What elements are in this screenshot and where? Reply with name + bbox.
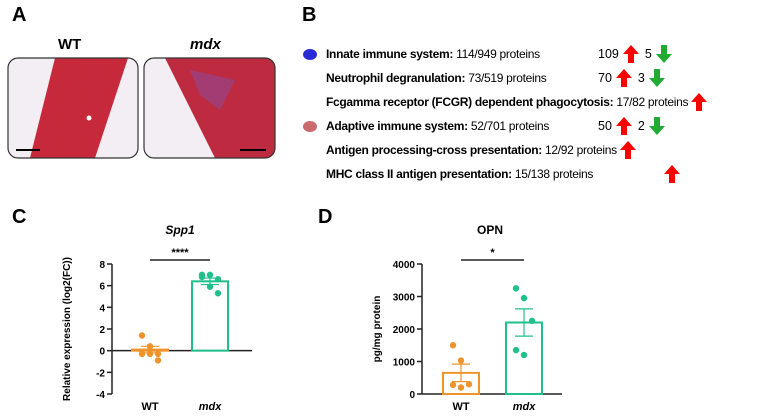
down-count: 3 (637, 71, 645, 85)
data-point (449, 381, 457, 389)
y-tick-label: 0 (99, 347, 105, 358)
pathway-name: Neutrophil degranulation: (326, 71, 466, 85)
data-point (520, 351, 528, 359)
significance-label: **** (171, 247, 189, 259)
data-point (206, 271, 214, 279)
pathway-row: Innate immune system: 114/949 proteins 10… (326, 44, 672, 64)
mdx-histology-image (144, 58, 275, 158)
data-point (214, 275, 222, 283)
pathway-name: Fcgamma receptor (FCGR) dependent phagoc… (326, 95, 614, 109)
pathway-row: Fcgamma receptor (FCGR) dependent phagoc… (326, 92, 708, 112)
up-arrow-icon (691, 93, 708, 111)
category-marker (303, 121, 317, 132)
down-count: 5 (644, 47, 652, 61)
pathway-name: MHC class II antigen presentation: (326, 167, 512, 181)
data-point (512, 346, 520, 354)
y-tick-label: 4000 (393, 260, 416, 271)
pathway-text: MHC class II antigen presentation: 15/13… (326, 167, 661, 181)
pathway-name: Innate immune system: (326, 47, 454, 61)
panel-label-d: D (318, 206, 333, 228)
data-point (449, 342, 457, 349)
y-tick-label: 3000 (393, 293, 416, 304)
data-point (465, 381, 473, 388)
panel-label-a: A (12, 4, 27, 26)
panel-label-b: B (302, 4, 317, 26)
wt-histology-image (8, 58, 138, 158)
data-point (146, 350, 154, 358)
protein-count: 52/701 proteins (467, 119, 550, 133)
data-point (198, 273, 206, 281)
pathway-text: Innate immune system: 114/949 proteins (326, 47, 594, 61)
data-point (214, 290, 222, 297)
up-arrow-icon (615, 69, 632, 87)
data-point (146, 343, 154, 350)
protein-count: 73/519 proteins (465, 71, 547, 85)
y-tick-label: 0 (409, 390, 415, 401)
pathway-name: Adaptive immune system: (326, 119, 468, 133)
y-tick-label: 2 (99, 325, 105, 336)
protein-count: 17/82 proteins (613, 95, 689, 109)
data-point (512, 285, 520, 292)
histology-images (7, 57, 276, 159)
chart-spp1: Spp1 Relative expression (log2(FC)) -4 -2 0 2… (62, 223, 252, 413)
chart-opn: OPN pg/mg protein 0 1000 2000 3000 4000 WT mdx * (372, 223, 562, 413)
protein-count: 15/138 proteins (511, 167, 594, 181)
data-point (457, 384, 465, 391)
x-tick-label: WT (452, 401, 469, 413)
pathway-name: Antigen processing-cross presentation: (326, 143, 542, 157)
y-axis-label: pg/mg protein (372, 296, 383, 363)
data-point (154, 357, 162, 364)
up-count: 50 (598, 119, 612, 133)
data-point (138, 350, 146, 358)
x-tick-label: mdx (199, 401, 223, 413)
data-point (138, 332, 146, 339)
protein-count: 114/949 proteins (453, 47, 540, 61)
category-marker (303, 49, 317, 60)
up-count: 109 (598, 47, 619, 61)
data-point (154, 350, 162, 358)
y-tick-label: 2000 (393, 325, 416, 336)
up-arrow-icon (615, 117, 632, 135)
y-tick-label: 8 (99, 260, 105, 271)
pathway-text: Antigen processing-cross presentation: 1… (326, 143, 617, 157)
pathway-text: Fcgamma receptor (FCGR) dependent phagoc… (326, 95, 688, 109)
y-axis-label: Relative expression (log2(FC)) (62, 257, 73, 401)
y-tick-label: 6 (99, 282, 105, 293)
up-count: 70 (598, 71, 612, 85)
data-point (206, 283, 214, 290)
y-tick-label: -2 (96, 368, 105, 379)
up-arrow-icon (622, 45, 639, 63)
panel-label-c: C (12, 206, 27, 228)
chart-title: OPN (477, 223, 503, 237)
pathway-row: Antigen processing-cross presentation: 1… (326, 140, 636, 160)
significance-label: * (490, 247, 495, 259)
pathway-text: Neutrophil degranulation: 73/519 protein… (326, 71, 594, 85)
pathway-row: Neutrophil degranulation: 73/519 protein… (326, 68, 665, 88)
down-count: 2 (637, 119, 645, 133)
down-arrow-icon (648, 69, 665, 87)
pathway-row: MHC class II antigen presentation: 15/13… (326, 164, 680, 184)
data-point (520, 294, 528, 302)
data-point (528, 317, 536, 325)
chart-title: Spp1 (165, 223, 195, 237)
y-tick-label: 1000 (393, 358, 416, 369)
pathway-row: Adaptive immune system: 52/701 proteins 5… (326, 116, 665, 136)
x-tick-label: mdx (513, 401, 537, 413)
wt-label: WT (58, 36, 82, 53)
pathway-text: Adaptive immune system: 52/701 proteins (326, 119, 594, 133)
up-arrow-icon (664, 165, 680, 183)
bar-mdx (191, 280, 229, 352)
up-arrow-icon (619, 141, 636, 159)
mdx-label: mdx (190, 36, 221, 53)
protein-count: 12/92 proteins (541, 143, 617, 157)
down-arrow-icon (648, 117, 665, 135)
down-arrow-icon (655, 45, 672, 63)
y-tick-label: -4 (96, 390, 105, 401)
y-tick-label: 4 (99, 303, 105, 314)
data-point (457, 357, 465, 364)
x-tick-label: WT (141, 401, 158, 413)
